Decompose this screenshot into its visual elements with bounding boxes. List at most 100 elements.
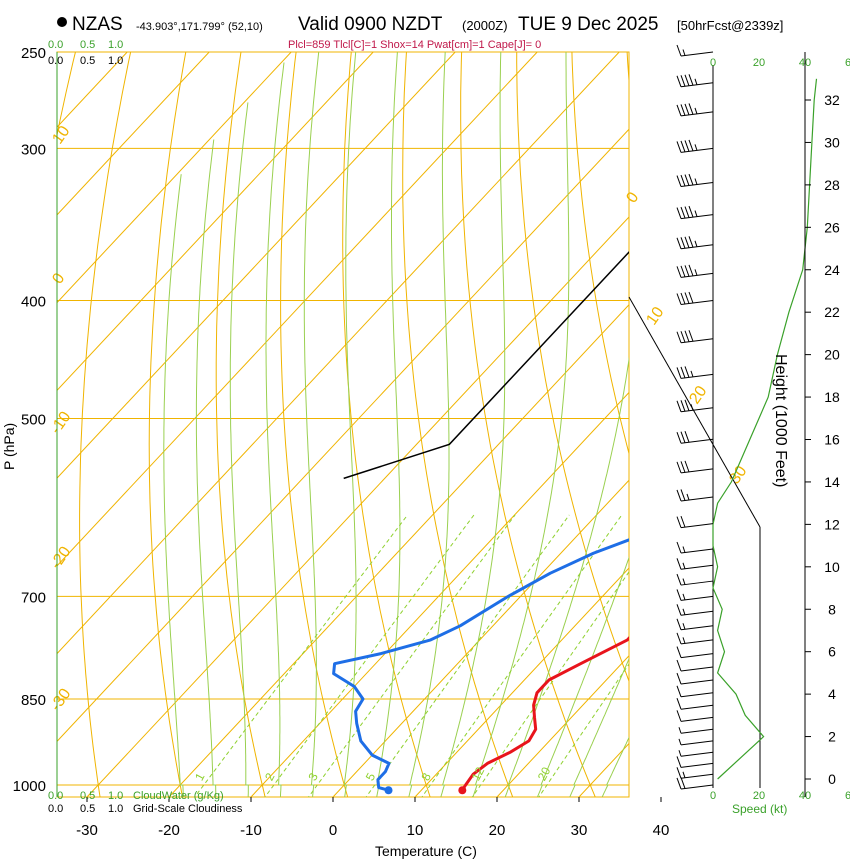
moist-adiabat-line — [229, 102, 249, 797]
wind-barb-flag — [688, 103, 694, 115]
wind-barb-flag — [676, 589, 682, 601]
wind-barb — [676, 618, 714, 631]
wind-barb-flag — [676, 44, 682, 57]
height-tick-label: 2 — [828, 729, 836, 745]
wind-barb-staff — [680, 523, 714, 529]
wind-barb-staff — [680, 338, 714, 344]
forecast-date: TUE 9 Dec 2025 — [518, 14, 658, 35]
wind-barb — [676, 236, 714, 250]
wind-barb-staff — [680, 679, 714, 685]
isotherm-line — [661, 52, 850, 797]
wind-barb-flag — [680, 431, 686, 443]
isotherm-line — [168, 304, 629, 797]
moist-adiabat-line — [195, 139, 217, 797]
cloud-top-lower-2: 1.0 — [108, 55, 123, 67]
height-tick-label: 14 — [824, 474, 840, 490]
wind-barb — [676, 659, 714, 672]
wind-barb-flag — [676, 767, 682, 779]
wind-barb — [676, 698, 714, 710]
wind-barb-flag — [688, 173, 694, 186]
wind-barb-flag — [676, 604, 682, 616]
wind-barb-flag — [676, 331, 682, 343]
cloud-bot-lower-2: 1.0 — [108, 803, 123, 815]
height-tick-label: 6 — [828, 644, 836, 660]
temp-tick-label: 40 — [653, 822, 670, 839]
forecast-info: [50hrFcst@2339z] — [677, 18, 783, 33]
wind-barb-flag — [680, 237, 686, 249]
dry-adiabat-label: -10 — [47, 409, 74, 438]
moist-adiabat-line — [472, 52, 570, 797]
wind-barb-staff — [680, 692, 714, 698]
mixing-ratio-label: 12 — [469, 764, 488, 783]
dry-adiabat-label: -30 — [47, 686, 74, 715]
wind-barb — [676, 74, 714, 88]
dry-adiabat-line — [342, 52, 431, 797]
height-tick-label: 16 — [824, 432, 840, 448]
wind-barb-half — [682, 771, 686, 778]
wind-barb-flag — [684, 366, 690, 378]
wind-barb-half — [690, 370, 694, 378]
wind-barb-flag — [684, 399, 690, 411]
wind-barb-flag — [688, 236, 694, 248]
wind-barb-flag — [684, 431, 690, 443]
wind-barb-flag — [676, 632, 682, 645]
wind-barb-flag — [676, 698, 682, 710]
mixing-ratio-label: 20 — [535, 764, 554, 783]
wind-barb-flag — [684, 206, 690, 218]
speed-top-tick: 20 — [753, 57, 765, 69]
y-axis-title: P (hPa) — [1, 423, 17, 470]
wind-barb-staff — [680, 639, 714, 645]
station-marker-icon — [57, 17, 67, 27]
cloud-top-lower-1: 0.5 — [80, 55, 95, 67]
dewpoint-profile-line — [332, 538, 629, 792]
cloud-bot-lower-0: 0.0 — [48, 803, 63, 815]
isotherm-line — [496, 655, 629, 797]
temp-tick-label: -10 — [240, 822, 262, 839]
mixing-ratio-line — [194, 514, 408, 797]
mixing-ratio-label: 2 — [262, 770, 278, 783]
wind-barb-staff — [680, 580, 714, 586]
wind-barb-half — [682, 578, 686, 585]
wind-barb — [676, 767, 714, 779]
wind-barb-flag — [684, 174, 690, 186]
wind-barb-half — [682, 623, 686, 630]
wind-barb-flag — [676, 777, 682, 790]
wind-barb-flag — [684, 292, 690, 304]
wind-barb-half — [694, 107, 698, 115]
wind-barb-staff — [680, 666, 714, 672]
dry-adiabat-line — [626, 52, 629, 88]
mixing-ratio-label: 5 — [363, 770, 379, 783]
wind-barb-flag — [676, 618, 682, 630]
dry-adiabat-line — [789, 30, 850, 810]
wind-barb-flag — [676, 646, 682, 658]
isotherm-line — [414, 567, 629, 797]
isotherm-line — [57, 52, 374, 392]
cloudwater-label: CloudWater (g/Kg) — [133, 790, 224, 802]
dry-adiabat-line — [402, 52, 514, 797]
wind-barb-staff — [680, 51, 714, 57]
height-tick-label: 10 — [824, 559, 840, 575]
wind-barb-half — [682, 608, 686, 615]
cloud-bot-upper-2: 1.0 — [108, 790, 123, 802]
temp-tick-label: -20 — [158, 822, 180, 839]
wind-barb-flag — [688, 291, 694, 304]
height-tick-label: 28 — [824, 177, 840, 193]
wind-barb — [676, 604, 714, 616]
wind-barb-flag — [680, 75, 686, 87]
moist-adiabat-line — [408, 52, 450, 797]
dry-adiabat-line — [460, 52, 596, 797]
wind-barb-flag — [676, 293, 682, 305]
pressure-tick-label: 250 — [21, 45, 46, 62]
moist-adiabat-line — [536, 556, 629, 797]
moist-adiabat-line — [303, 52, 320, 797]
dry-adiabat-label: 10 — [643, 304, 667, 328]
mixing-ratio-line — [421, 514, 623, 797]
wind-barb-flag — [676, 685, 682, 697]
wind-barb — [678, 738, 714, 746]
wind-barb-flag — [676, 75, 682, 87]
isotherm-line — [332, 479, 629, 797]
wind-barb — [676, 460, 714, 474]
wind-barb-half — [682, 593, 686, 601]
zulu-time: (2000Z) — [462, 18, 508, 33]
